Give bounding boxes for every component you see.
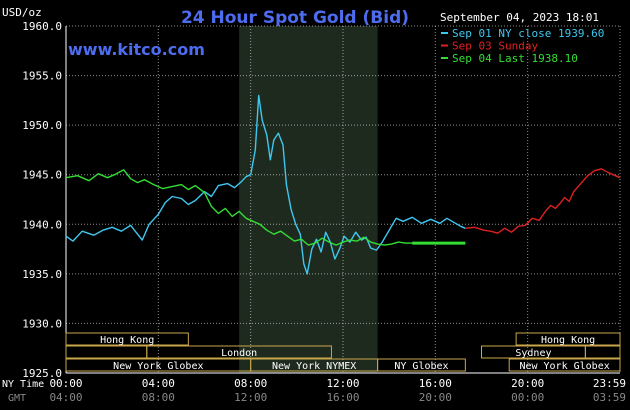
ny-time-label: NY Time (2, 379, 44, 390)
legend-entry: Sep 03 Sunday (452, 40, 538, 53)
session-label: NY Globex (394, 361, 448, 372)
legend-entry: Sep 01 NY close 1939.60 (452, 27, 604, 40)
session-bar (65, 332, 189, 346)
y-tick-label: 1955.0 (22, 70, 62, 83)
x-tick-label-ny: 23:59 (593, 377, 626, 390)
y-tick-label: 1925.0 (22, 367, 62, 380)
x-tick-label-gmt: 12:00 (234, 391, 267, 404)
nymex-shaded-region (239, 26, 378, 373)
x-tick-label-gmt: 08:00 (142, 391, 175, 404)
y-tick-label: 1935.0 (22, 268, 62, 281)
session-bar (584, 345, 621, 359)
x-tick-label-gmt: 00:00 (511, 391, 544, 404)
timestamp: September 04, 2023 18:01 (440, 11, 599, 24)
session-label: New York NYMEX (272, 361, 356, 372)
x-tick-label-gmt: 03:59 (593, 391, 626, 404)
session-bar (146, 345, 332, 359)
x-tick-label-ny: 20:00 (511, 377, 544, 390)
y-tick-label: 1930.0 (22, 317, 62, 330)
x-tick-label-ny: 04:00 (142, 377, 175, 390)
series-line-1 (65, 94, 466, 275)
y-tick-label: 1960.0 (22, 20, 62, 33)
legend-entry: Sep 04 Last 1938.10 (452, 52, 578, 65)
session-bar (515, 332, 621, 346)
x-tick-label-ny: 12:00 (326, 377, 359, 390)
y-tick-label: 1940.0 (22, 218, 62, 231)
x-tick-label-ny: 08:00 (234, 377, 267, 390)
brand-watermark: www.kitco.com (68, 40, 205, 59)
y-tick-label: 1950.0 (22, 119, 62, 132)
gmt-label: GMT (8, 393, 26, 404)
session-label: Sydney (515, 348, 551, 359)
y-unit-label: USD/oz (2, 6, 42, 19)
x-tick-label-ny: 00:00 (49, 377, 82, 390)
session-bar (508, 358, 621, 372)
x-tick-label-gmt: 16:00 (326, 391, 359, 404)
series-line-2 (465, 168, 621, 234)
session-label: Hong Kong (100, 335, 154, 346)
session-label: New York Globex (113, 361, 203, 372)
chart-title: 24 Hour Spot Gold (Bid) (181, 8, 409, 28)
x-tick-label-gmt: 20:00 (419, 391, 452, 404)
x-tick-label-gmt: 04:00 (49, 391, 82, 404)
series-line-3 (65, 169, 466, 246)
session-label: New York Globex (519, 361, 609, 372)
y-tick-label: 1945.0 (22, 169, 62, 182)
session-label: Hong Kong (541, 335, 595, 346)
session-label: London (221, 348, 257, 359)
session-bar (377, 358, 466, 372)
x-tick-label-ny: 16:00 (419, 377, 452, 390)
